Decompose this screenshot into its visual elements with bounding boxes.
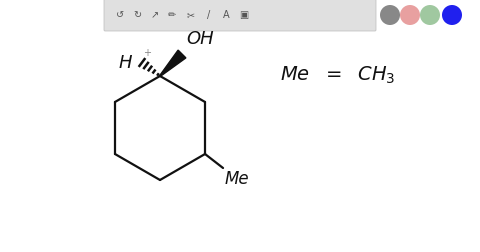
Circle shape xyxy=(380,5,400,25)
Circle shape xyxy=(400,5,420,25)
Text: ↺: ↺ xyxy=(116,10,124,20)
Text: $\mathit{Me}$  $=$  $\mathit{CH}_3$: $\mathit{Me}$ $=$ $\mathit{CH}_3$ xyxy=(280,64,396,86)
Text: H: H xyxy=(119,54,132,72)
FancyBboxPatch shape xyxy=(104,0,376,31)
Circle shape xyxy=(442,5,462,25)
Text: ▣: ▣ xyxy=(240,10,249,20)
Text: /: / xyxy=(207,10,211,20)
Polygon shape xyxy=(160,50,186,76)
Text: Me: Me xyxy=(225,170,250,188)
Text: ✂: ✂ xyxy=(187,10,195,20)
Text: ✏: ✏ xyxy=(168,10,176,20)
Text: A: A xyxy=(223,10,229,20)
Text: ↗: ↗ xyxy=(151,10,159,20)
Text: OH: OH xyxy=(186,30,214,48)
Text: +: + xyxy=(143,48,151,58)
Text: ↻: ↻ xyxy=(133,10,141,20)
Circle shape xyxy=(420,5,440,25)
